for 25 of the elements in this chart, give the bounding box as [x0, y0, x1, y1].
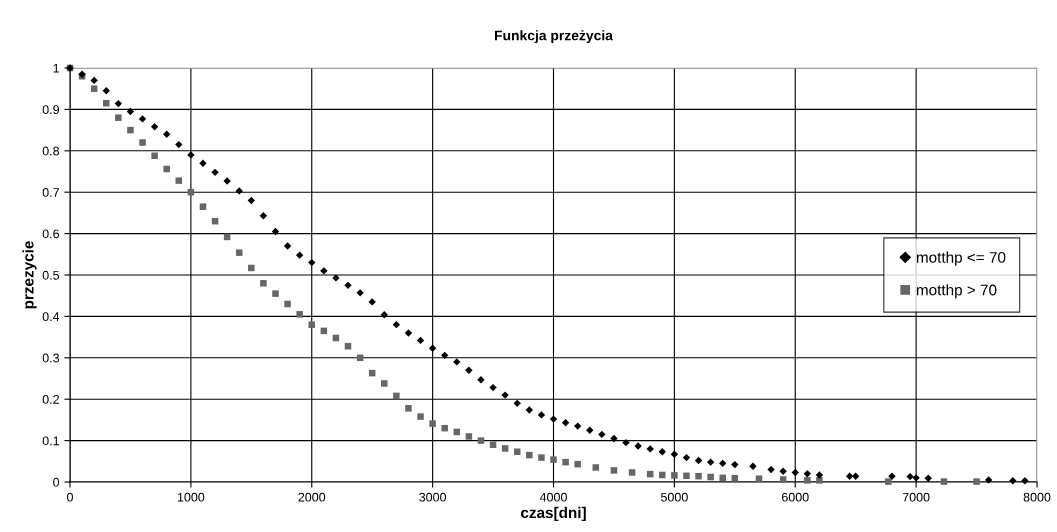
y-tick-label: 0.2: [42, 395, 59, 404]
x-axis-title: czas[dni]: [520, 506, 586, 522]
y-axis-title: przezycie: [22, 241, 37, 309]
chart-title: Funkcja przeżycia: [495, 30, 614, 44]
y-tick-label: 0.9: [42, 105, 59, 115]
x-tick-label: 1000: [177, 492, 205, 502]
x-tick-label: 8000: [1023, 492, 1051, 502]
x-tick-label: 6000: [781, 492, 809, 502]
x-tick-label: 3000: [419, 492, 447, 502]
x-tick-label: 4000: [539, 492, 567, 502]
x-tick-label: 7000: [902, 492, 930, 502]
y-tick-label: 1: [53, 63, 59, 73]
y-tick-label: 0: [53, 477, 60, 487]
y-tick-label: 0.3: [42, 353, 60, 363]
x-tick-label: 2000: [298, 492, 326, 502]
y-tick-label: 0.6: [42, 229, 60, 239]
legend-label: motthp > 70: [916, 284, 997, 299]
y-tick-label: 0.5: [42, 270, 60, 280]
y-tick-label: 0.7: [42, 188, 59, 197]
y-tick-label: 0.8: [42, 146, 60, 156]
y-tick-label: 0.4: [42, 312, 60, 322]
x-tick-label: 5000: [660, 492, 688, 502]
legend-label: motthp <= 70: [916, 251, 1006, 266]
y-tick-label: 0.1: [42, 436, 59, 446]
x-tick-label: 0: [67, 492, 73, 502]
